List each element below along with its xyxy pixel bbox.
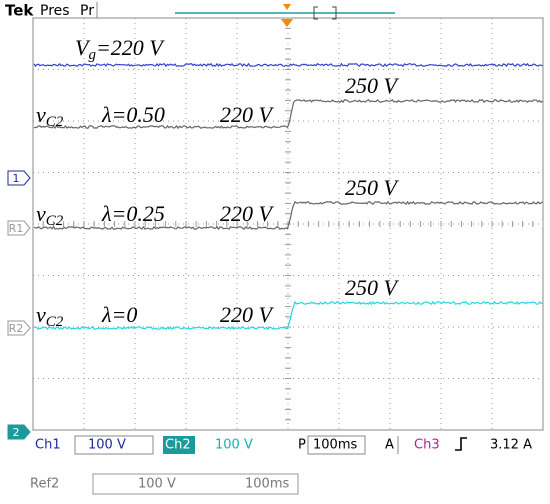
timebase-box	[307, 435, 366, 455]
after-value: 250 V	[345, 275, 400, 300]
mode: P	[298, 438, 306, 453]
before-value: 220 V	[220, 302, 275, 327]
status: Pr	[80, 3, 94, 19]
marker-shape	[7, 170, 31, 186]
ref-timebase: 100ms	[245, 477, 289, 492]
ch1-scale: 100 V	[88, 438, 126, 453]
marker-label: R1	[9, 222, 24, 235]
ref-box	[92, 473, 299, 495]
subscript: C2	[46, 114, 64, 130]
layout	[7, 2, 544, 495]
trace	[33, 200, 543, 231]
subscript: C2	[46, 314, 64, 330]
trigger-source: Ch3	[414, 438, 440, 453]
trigger-slope	[455, 437, 467, 451]
before-value: 220 V	[220, 201, 275, 226]
after-value: 250 V	[345, 175, 400, 200]
brand: Tek	[5, 2, 34, 20]
trigger-level: 3.12 A	[490, 438, 532, 453]
marker-label: R2	[9, 322, 24, 335]
marker-shape	[7, 424, 31, 440]
ch2-box	[163, 436, 195, 454]
trace-label: vC2	[36, 302, 64, 330]
marker-label: 1	[13, 172, 20, 185]
trace	[33, 62, 543, 68]
ch1: Ch1	[35, 438, 61, 453]
symbol: v	[36, 102, 46, 127]
subscript: C2	[46, 213, 64, 229]
subscript: g	[88, 47, 96, 63]
ch1-box	[74, 435, 154, 455]
lambda: λ=0.50	[101, 102, 165, 127]
text: =220 V	[96, 35, 165, 60]
ref-name: Ref2	[30, 477, 59, 492]
symbol: v	[36, 302, 46, 327]
trace-label: vC2	[36, 102, 64, 130]
vg-label: Vg=220 V	[75, 35, 165, 63]
lambda: λ=0.25	[101, 201, 165, 226]
trace	[33, 98, 543, 130]
timebase: 100ms	[313, 438, 357, 453]
marker-label: 2	[13, 426, 20, 439]
lambda: λ=0	[101, 302, 137, 327]
ch2-scale: 100 V	[215, 438, 253, 453]
after-value: 250 V	[345, 73, 400, 98]
symbol: V	[75, 35, 91, 60]
trace-label: vC2	[36, 201, 64, 229]
symbol: v	[36, 201, 46, 226]
trigger: A	[385, 438, 394, 453]
trace	[33, 300, 543, 331]
view-bracket	[313, 6, 337, 20]
trigger-pos	[283, 4, 291, 10]
before-value: 220 V	[220, 102, 275, 127]
trigger-marker	[281, 19, 293, 27]
ch2: Ch2	[165, 438, 191, 453]
status: Pres	[40, 3, 70, 19]
ref-scale: 100 V	[138, 477, 176, 492]
marker-shape	[7, 320, 31, 336]
marker-shape	[7, 220, 31, 236]
